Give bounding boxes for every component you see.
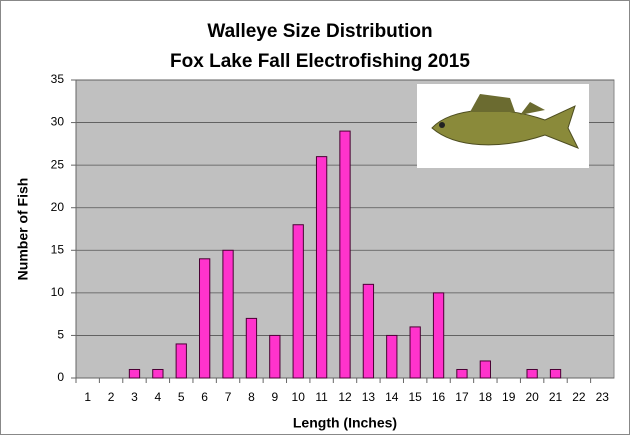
bar bbox=[269, 334, 281, 379]
bar bbox=[175, 343, 187, 379]
x-tick-label: 4 bbox=[155, 390, 162, 404]
fish-fin bbox=[470, 94, 515, 112]
x-tick-label: 5 bbox=[178, 390, 185, 404]
y-tick-label: 30 bbox=[51, 115, 65, 129]
y-tick-label: 5 bbox=[57, 328, 64, 342]
y-tick-label: 15 bbox=[51, 242, 65, 256]
bar bbox=[526, 368, 538, 379]
x-tick-label: 20 bbox=[525, 390, 539, 404]
x-tick-label: 10 bbox=[292, 390, 306, 404]
x-tick-label: 7 bbox=[225, 390, 232, 404]
bar bbox=[245, 317, 258, 379]
y-tick-label: 25 bbox=[51, 157, 65, 171]
y-axis-label: Number of Fish bbox=[15, 178, 31, 281]
bar bbox=[222, 249, 234, 379]
chart-title: Walleye Size Distribution bbox=[207, 21, 432, 42]
fish-fin bbox=[520, 102, 545, 115]
x-tick-label: 15 bbox=[408, 390, 422, 404]
bar bbox=[362, 283, 375, 379]
bar bbox=[432, 292, 445, 379]
bar bbox=[386, 334, 398, 379]
chart-subtitle: Fox Lake Fall Electrofishing 2015 bbox=[170, 51, 470, 72]
x-tick-label: 19 bbox=[502, 390, 516, 404]
x-tick-label: 12 bbox=[338, 390, 352, 404]
x-tick-label: 8 bbox=[248, 390, 255, 404]
fish-body bbox=[431, 105, 580, 149]
y-tick-label: 0 bbox=[57, 370, 64, 384]
x-tick-label: 11 bbox=[315, 390, 328, 404]
bar bbox=[479, 360, 491, 379]
bar bbox=[409, 326, 421, 379]
bar bbox=[292, 224, 304, 379]
x-tick-label: 6 bbox=[201, 390, 208, 404]
x-tick-label: 18 bbox=[479, 390, 493, 404]
bar bbox=[128, 368, 141, 379]
x-tick-label: 13 bbox=[362, 390, 376, 404]
x-tick-label: 17 bbox=[455, 390, 469, 404]
x-tick-label: 3 bbox=[131, 390, 138, 404]
x-tick-label: 22 bbox=[572, 390, 586, 404]
bar bbox=[549, 368, 562, 379]
y-tick-label: 10 bbox=[51, 285, 65, 299]
x-axis-label: Length (Inches) bbox=[293, 415, 397, 431]
x-tick-label: 2 bbox=[108, 390, 115, 404]
bar bbox=[199, 258, 211, 379]
bar bbox=[339, 130, 351, 379]
x-tick-label: 21 bbox=[549, 390, 563, 404]
x-tick-label: 16 bbox=[432, 390, 446, 404]
y-tick-label: 35 bbox=[51, 72, 65, 86]
y-tick-label: 20 bbox=[51, 200, 65, 214]
x-tick-label: 14 bbox=[385, 390, 399, 404]
x-tick-label: 9 bbox=[271, 390, 278, 404]
bar bbox=[315, 156, 328, 379]
bar bbox=[456, 368, 468, 379]
bar bbox=[152, 368, 164, 379]
fish-eye bbox=[439, 122, 445, 128]
fish-picture bbox=[417, 84, 589, 168]
x-tick-label: 1 bbox=[84, 390, 91, 404]
x-tick-label: 23 bbox=[596, 390, 610, 404]
